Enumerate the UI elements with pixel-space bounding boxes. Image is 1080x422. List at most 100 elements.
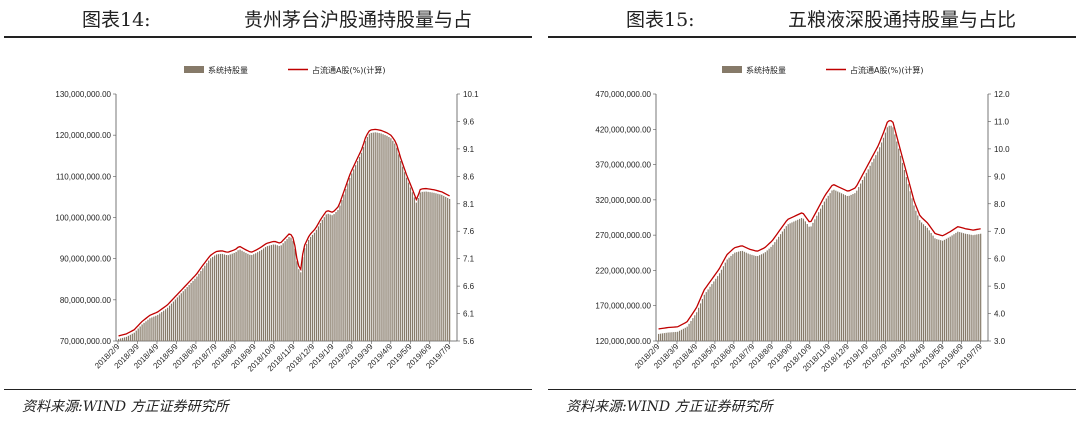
holding-bar	[928, 230, 930, 341]
y-left-tick-label: 120,000,000.00	[595, 337, 651, 346]
y-right-tick-label: 6.1	[463, 310, 475, 319]
holding-bar	[353, 169, 355, 341]
y-left-tick-label: 80,000,000.00	[60, 296, 112, 305]
holding-bar	[245, 252, 247, 341]
legend-bar-label: 系统持股量	[208, 65, 248, 75]
y-right-tick-label: 5.6	[463, 337, 475, 346]
holding-bar	[380, 133, 382, 341]
holding-bar	[166, 307, 169, 341]
holding-bar	[378, 133, 380, 341]
y-right-tick-label: 9.6	[463, 117, 475, 126]
source-note: 资料来源:WIND 方正证券研究所	[22, 399, 229, 415]
holding-bar	[186, 287, 188, 341]
y-left-tick-label: 270,000,000.00	[595, 231, 651, 240]
holding-bar	[926, 227, 928, 341]
holding-bar	[896, 141, 898, 341]
holding-bar	[155, 315, 157, 341]
holding-bar	[356, 161, 359, 341]
holding-bar	[217, 254, 220, 341]
holding-bar	[741, 250, 744, 341]
holding-bar	[840, 193, 843, 341]
holding-bar	[417, 198, 419, 341]
y-right-tick-label: 4.0	[994, 310, 1006, 319]
holding-bar	[947, 237, 949, 341]
holding-bar	[376, 132, 378, 341]
figure-title: 五粮液深股通持股量与占比	[788, 9, 1017, 31]
holding-bar	[900, 155, 902, 341]
holding-bar	[274, 244, 276, 341]
holding-bar	[176, 297, 178, 341]
holding-bar	[894, 134, 896, 341]
y-right-tick-label: 10.0	[994, 145, 1010, 154]
holding-bar	[317, 226, 320, 341]
holding-bar	[879, 147, 881, 341]
holding-bar	[329, 214, 331, 341]
holding-bar	[243, 251, 245, 341]
holding-bar	[386, 135, 388, 341]
holding-bar	[680, 329, 683, 341]
holding-bar	[844, 195, 846, 341]
holding-bar	[443, 195, 445, 341]
holding-bar	[188, 284, 190, 341]
holding-bar	[789, 223, 791, 341]
holding-bar	[833, 189, 835, 341]
holding-bar	[360, 152, 363, 341]
holding-bar	[311, 234, 314, 341]
holding-bar	[749, 254, 751, 341]
holding-bar	[337, 209, 339, 341]
holding-bar	[235, 251, 237, 341]
holding-bar	[280, 245, 282, 341]
holding-bar	[131, 333, 133, 341]
holding-bar	[159, 313, 161, 341]
y-right-tick-label: 9.1	[463, 145, 475, 154]
holding-bar	[439, 194, 441, 341]
holding-bar	[667, 332, 669, 341]
holding-bar	[842, 194, 845, 341]
holding-bar	[400, 160, 402, 341]
holding-bar	[349, 177, 351, 341]
holding-bar	[696, 312, 698, 341]
holding-bar	[901, 162, 904, 341]
holding-bar	[119, 338, 122, 341]
holding-bar	[766, 250, 768, 341]
holding-bar	[934, 238, 936, 341]
holding-bar	[343, 194, 345, 341]
holding-bar	[253, 254, 255, 341]
holding-bar	[854, 193, 856, 341]
holding-bar	[713, 281, 715, 341]
holding-bar	[192, 280, 194, 341]
holding-bar	[196, 276, 198, 341]
holding-bar	[358, 156, 361, 341]
holding-bar	[118, 338, 120, 341]
holding-bar	[755, 255, 757, 341]
holding-bar	[415, 202, 417, 341]
holding-bar	[810, 226, 812, 341]
holding-bar	[880, 142, 883, 341]
holding-bar	[372, 132, 374, 341]
y-right-tick-label: 7.1	[463, 255, 475, 264]
holding-bar	[278, 245, 280, 341]
holding-bar	[266, 246, 269, 341]
holding-bar	[886, 127, 888, 341]
holding-bar	[315, 229, 318, 341]
holding-bar	[831, 190, 833, 341]
holding-bar	[198, 273, 200, 341]
holding-bar	[231, 253, 233, 341]
holding-bar	[972, 235, 974, 341]
holding-bar	[264, 247, 267, 341]
holding-bar	[764, 252, 766, 341]
holding-bar	[699, 303, 702, 341]
holding-bar	[863, 176, 866, 341]
footer-rule	[548, 389, 1076, 390]
holding-bar	[215, 254, 218, 341]
y-right-tick-label: 6.6	[463, 282, 475, 291]
holding-bar	[898, 148, 900, 341]
y-left-tick-label: 90,000,000.00	[60, 255, 112, 264]
holding-bar	[296, 261, 298, 341]
holding-bar	[339, 205, 341, 341]
footer-rule	[4, 389, 532, 390]
y-right-tick-label: 6.0	[994, 255, 1006, 264]
holding-bar	[907, 184, 909, 341]
y-left-tick-label: 370,000,000.00	[595, 161, 651, 170]
holding-bar	[123, 337, 126, 341]
